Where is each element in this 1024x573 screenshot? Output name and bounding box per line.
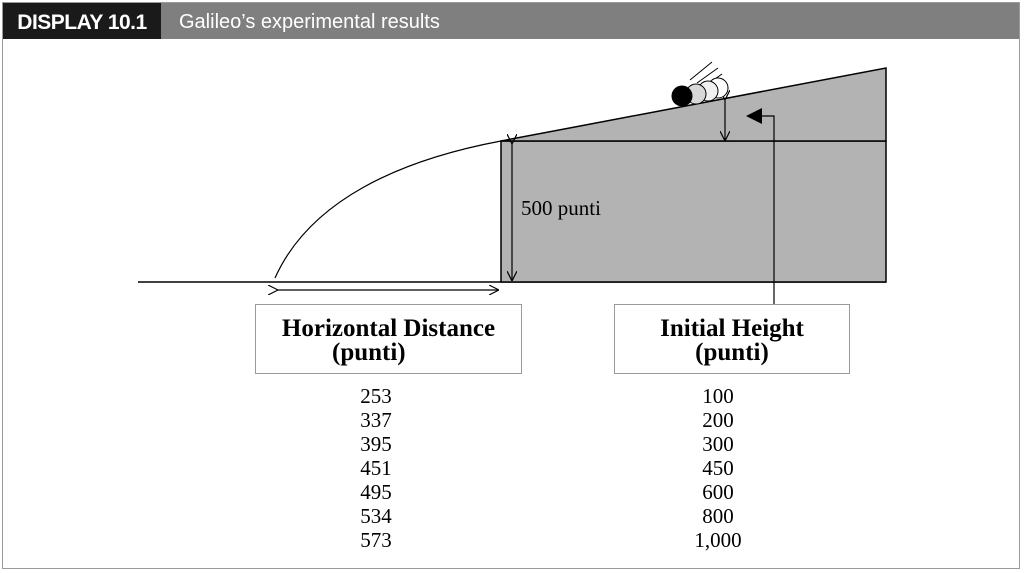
motion-line	[689, 61, 713, 81]
header-bar: DISPLAY 10.1 Galileo’s experimental resu…	[3, 3, 1019, 39]
initial-height-value: 450	[702, 456, 734, 480]
horizontal-distance-value: 395	[360, 432, 392, 456]
motion-line	[696, 67, 719, 84]
horizontal-distance-values: 253 337 395 451 495 534 573	[336, 384, 416, 552]
table-height-label: 500 punti	[521, 196, 601, 220]
inclined-ramp	[500, 67, 887, 142]
initial-height-unit: (punti)	[695, 339, 769, 366]
initial-height-header: Initial Height (punti)	[614, 304, 850, 374]
initial-height-title: Initial Height	[660, 315, 804, 342]
ball-icon	[671, 85, 693, 107]
initial-height-value: 200	[702, 408, 734, 432]
horizontal-distance-title: Horizontal Distance	[281, 315, 496, 342]
table-block	[500, 140, 887, 283]
horizontal-distance-value: 495	[360, 480, 392, 504]
initial-height-value: 600	[702, 480, 734, 504]
horizontal-distance-value: 534	[360, 504, 392, 528]
horizontal-distance-value: 451	[360, 456, 392, 480]
trajectory-curve	[274, 140, 502, 279]
initial-height-value: 300	[702, 432, 734, 456]
initial-height-pointer-arrowhead	[746, 108, 762, 124]
horizontal-distance-unit: (punti)	[332, 339, 406, 366]
horizontal-distance-value: 573	[360, 528, 392, 552]
horizontal-distance-header: Horizontal Distance (punti)	[255, 304, 522, 374]
initial-height-value: 100	[702, 384, 734, 408]
initial-height-values: 100 200 300 450 600 800 1,000	[678, 384, 758, 552]
initial-height-pointer-line	[760, 115, 775, 304]
horizontal-distance-value: 253	[360, 384, 392, 408]
initial-height-value: 1,000	[694, 528, 742, 552]
display-number: DISPLAY 10.1	[3, 3, 161, 39]
horizontal-distance-value: 337	[360, 408, 392, 432]
display-title: Galileo’s experimental results	[179, 11, 440, 33]
initial-height-value: 800	[702, 504, 734, 528]
